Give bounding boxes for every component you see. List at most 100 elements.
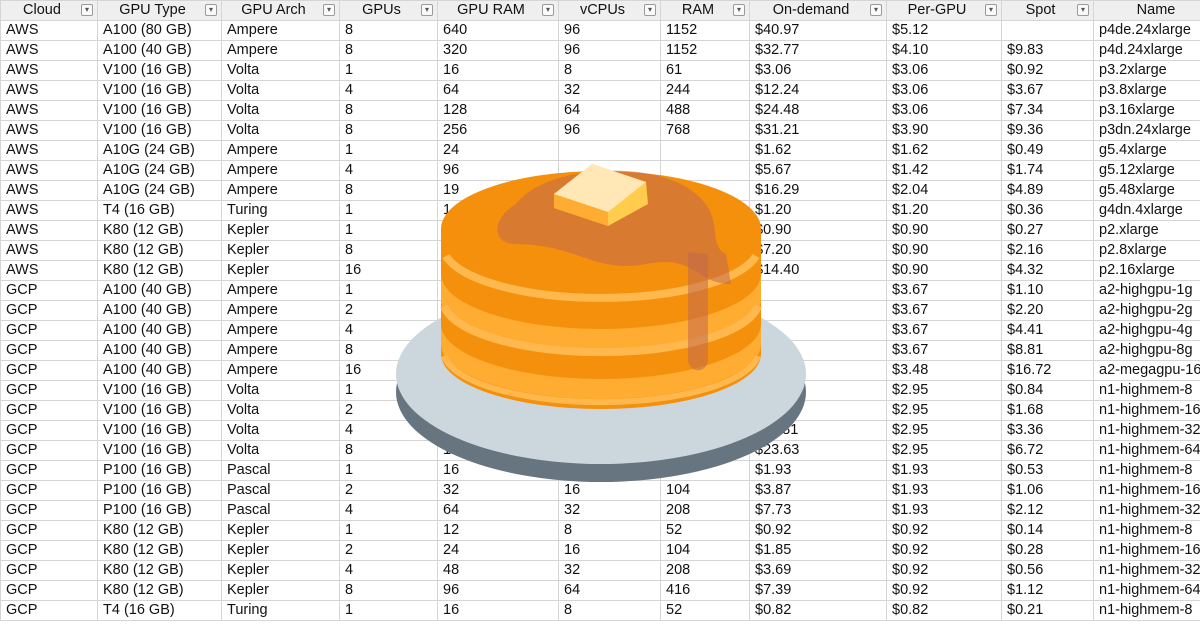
table-cell[interactable]: $1.93 bbox=[886, 460, 1002, 481]
table-cell[interactable]: AWS bbox=[0, 240, 98, 261]
table-cell[interactable]: V100 (16 GB) bbox=[97, 100, 222, 121]
table-cell[interactable]: Kepler bbox=[221, 540, 340, 561]
table-cell[interactable]: n1-highmem-8 bbox=[1093, 520, 1200, 541]
table-cell[interactable]: $6.72 bbox=[1001, 440, 1094, 461]
table-cell[interactable]: a2-highgpu-1g bbox=[1093, 280, 1200, 301]
column-header[interactable]: Per-GPU ▾ bbox=[886, 0, 1002, 21]
column-header[interactable]: Spot ▾ bbox=[1001, 0, 1094, 21]
column-header[interactable]: vCPUs ▾ bbox=[558, 0, 661, 21]
table-cell[interactable]: 768 bbox=[660, 120, 750, 141]
table-cell[interactable]: AWS bbox=[0, 180, 98, 201]
table-cell[interactable]: GCP bbox=[0, 300, 98, 321]
table-cell[interactable]: $3.06 bbox=[886, 100, 1002, 121]
table-cell[interactable]: $0.82 bbox=[749, 600, 887, 621]
table-cell[interactable]: $2.20 bbox=[1001, 300, 1094, 321]
table-cell[interactable]: V100 (16 GB) bbox=[97, 60, 222, 81]
table-cell[interactable]: a2-megagpu-16g bbox=[1093, 360, 1200, 381]
table-cell[interactable]: a2-highgpu-2g bbox=[1093, 300, 1200, 321]
table-cell[interactable]: $31.21 bbox=[749, 120, 887, 141]
table-cell[interactable]: $2.95 bbox=[886, 380, 1002, 401]
table-cell[interactable]: 8 bbox=[339, 580, 438, 601]
table-cell[interactable]: 24 bbox=[437, 540, 559, 561]
table-cell[interactable]: 208 bbox=[660, 560, 750, 581]
table-cell[interactable]: P100 (16 GB) bbox=[97, 500, 222, 521]
table-cell[interactable]: V100 (16 GB) bbox=[97, 400, 222, 421]
table-cell[interactable]: a2-highgpu-8g bbox=[1093, 340, 1200, 361]
table-cell[interactable]: 96 bbox=[558, 40, 661, 61]
table-cell[interactable]: Ampere bbox=[221, 20, 340, 41]
table-cell[interactable]: 416 bbox=[660, 580, 750, 601]
table-cell[interactable]: AWS bbox=[0, 60, 98, 81]
table-cell[interactable]: GCP bbox=[0, 340, 98, 361]
table-cell[interactable]: GCP bbox=[0, 280, 98, 301]
table-cell[interactable]: $7.34 bbox=[1001, 100, 1094, 121]
column-header[interactable]: Cloud ▾ bbox=[0, 0, 98, 21]
table-cell[interactable]: p2.16xlarge bbox=[1093, 260, 1200, 281]
table-cell[interactable]: $0.90 bbox=[886, 240, 1002, 261]
table-cell[interactable]: 640 bbox=[437, 20, 559, 41]
table-cell[interactable]: $16.72 bbox=[1001, 360, 1094, 381]
table-cell[interactable]: A10G (24 GB) bbox=[97, 160, 222, 181]
column-header[interactable]: Name▾ bbox=[1093, 0, 1200, 21]
table-cell[interactable]: $0.56 bbox=[1001, 560, 1094, 581]
table-cell[interactable]: 8 bbox=[558, 600, 661, 621]
table-cell[interactable]: 12 bbox=[437, 520, 559, 541]
dropdown-filter-icon[interactable]: ▾ bbox=[421, 4, 433, 16]
column-header[interactable]: GPU Arch ▾ bbox=[221, 0, 340, 21]
table-cell[interactable]: A100 (40 GB) bbox=[97, 360, 222, 381]
table-cell[interactable]: g4dn.4xlarge bbox=[1093, 200, 1200, 221]
table-cell[interactable]: $1.93 bbox=[749, 460, 887, 481]
table-cell[interactable]: GCP bbox=[0, 480, 98, 501]
column-header[interactable]: On-demand ▾ bbox=[749, 0, 887, 21]
table-cell[interactable]: 64 bbox=[558, 580, 661, 601]
table-cell[interactable]: GCP bbox=[0, 320, 98, 341]
table-cell[interactable]: $9.83 bbox=[1001, 40, 1094, 61]
column-header[interactable]: RAM ▾ bbox=[660, 0, 750, 21]
table-cell[interactable]: $1.62 bbox=[886, 140, 1002, 161]
table-cell[interactable]: n1-highmem-8 bbox=[1093, 600, 1200, 621]
table-cell[interactable]: Ampere bbox=[221, 360, 340, 381]
table-cell[interactable]: Kepler bbox=[221, 220, 340, 241]
table-cell[interactable]: GCP bbox=[0, 440, 98, 461]
table-cell[interactable]: $0.84 bbox=[1001, 380, 1094, 401]
table-cell[interactable]: $0.92 bbox=[1001, 60, 1094, 81]
table-cell[interactable]: AWS bbox=[0, 120, 98, 141]
table-cell[interactable]: Turing bbox=[221, 600, 340, 621]
table-cell[interactable]: p4d.24xlarge bbox=[1093, 40, 1200, 61]
table-cell[interactable]: 52 bbox=[660, 520, 750, 541]
table-cell[interactable]: GCP bbox=[0, 420, 98, 441]
table-cell[interactable]: Volta bbox=[221, 400, 340, 421]
table-cell[interactable]: AWS bbox=[0, 80, 98, 101]
table-cell[interactable]: Volta bbox=[221, 380, 340, 401]
table-cell[interactable]: p3.8xlarge bbox=[1093, 80, 1200, 101]
table-cell[interactable]: $5.67 bbox=[749, 160, 887, 181]
table-cell[interactable]: K80 (12 GB) bbox=[97, 580, 222, 601]
table-cell[interactable]: V100 (16 GB) bbox=[97, 420, 222, 441]
table-cell[interactable]: 64 bbox=[558, 100, 661, 121]
table-cell[interactable]: P100 (16 GB) bbox=[97, 480, 222, 501]
table-cell[interactable]: Kepler bbox=[221, 260, 340, 281]
table-cell[interactable]: 48 bbox=[437, 560, 559, 581]
table-cell[interactable]: $4.41 bbox=[1001, 320, 1094, 341]
dropdown-filter-icon[interactable]: ▾ bbox=[542, 4, 554, 16]
table-cell[interactable]: Ampere bbox=[221, 140, 340, 161]
table-cell[interactable]: A100 (40 GB) bbox=[97, 340, 222, 361]
table-cell[interactable]: $3.06 bbox=[886, 60, 1002, 81]
column-header[interactable]: GPUs ▾ bbox=[339, 0, 438, 21]
table-cell[interactable]: n1-highmem-64 bbox=[1093, 580, 1200, 601]
table-cell[interactable]: n1-highmem-16 bbox=[1093, 480, 1200, 501]
table-cell[interactable]: 96 bbox=[437, 160, 559, 181]
table-cell[interactable]: $3.48 bbox=[886, 360, 1002, 381]
table-cell[interactable]: 8 bbox=[339, 100, 438, 121]
table-cell[interactable]: 104 bbox=[660, 480, 750, 501]
table-cell[interactable]: K80 (12 GB) bbox=[97, 220, 222, 241]
table-cell[interactable]: Volta bbox=[221, 100, 340, 121]
table-cell[interactable]: 61 bbox=[660, 60, 750, 81]
table-cell[interactable]: $2.12 bbox=[1001, 500, 1094, 521]
table-cell[interactable]: Volta bbox=[221, 120, 340, 141]
table-cell[interactable]: Kepler bbox=[221, 580, 340, 601]
table-cell[interactable]: Pascal bbox=[221, 500, 340, 521]
table-cell[interactable]: Ampere bbox=[221, 40, 340, 61]
table-cell[interactable]: Ampere bbox=[221, 160, 340, 181]
table-cell[interactable]: $0.28 bbox=[1001, 540, 1094, 561]
